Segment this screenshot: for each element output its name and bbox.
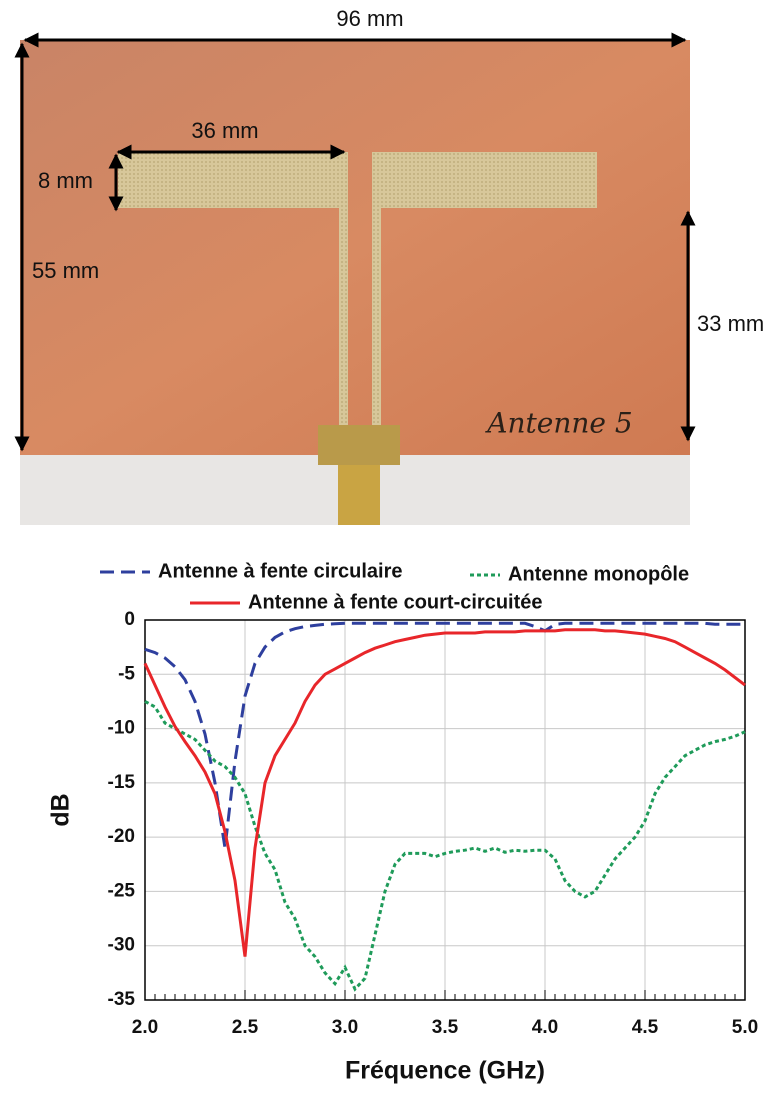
arm-left: [118, 152, 346, 208]
y-tick-label: -30: [108, 935, 135, 956]
legend-label: Antenne à fente court-circuitée: [248, 591, 543, 613]
plot-frame: [144, 619, 746, 1001]
board: [20, 40, 690, 455]
series-line: [144, 621, 745, 849]
connector-barrel: [338, 465, 380, 525]
dimension-label: 55 mm: [32, 258, 99, 283]
y-tick-label: -10: [108, 718, 135, 739]
feed-left: [339, 152, 348, 437]
y-tick-label: 0: [124, 609, 135, 630]
dimension-label: 8 mm: [38, 168, 93, 193]
x-tick-label: 5.0: [732, 1017, 758, 1038]
y-tick-label: -15: [108, 772, 136, 793]
x-tick-label: 4.0: [532, 1017, 558, 1038]
x-tick-label: 4.5: [632, 1017, 659, 1038]
legend-label: Antenne à fente circulaire: [158, 560, 403, 582]
handwriting: Antenne 5: [484, 407, 632, 440]
y-axis-label: dB: [47, 793, 75, 826]
x-tick-label: 3.5: [432, 1017, 459, 1038]
legend-label: Antenne monopôle: [508, 563, 689, 585]
dimension-label: 33 mm: [697, 311, 764, 336]
y-tick-label: -25: [108, 880, 136, 901]
photo: 96 mm 36 mm 8 mm 55 mm 33 mm Antenne 5: [14, 6, 764, 525]
x-axis-label: Fréquence (GHz): [345, 1057, 545, 1085]
x-tick-label: 2.5: [232, 1017, 259, 1038]
series-line: [143, 628, 746, 957]
series-line: [144, 700, 746, 992]
connector: [318, 425, 400, 465]
dimension-label: 96 mm: [336, 6, 403, 31]
dimension-label: 36 mm: [191, 118, 258, 143]
feed-right: [372, 152, 381, 437]
y-tick-label: -35: [108, 989, 136, 1010]
x-tick-label: 3.0: [332, 1017, 358, 1038]
arm-right: [372, 152, 597, 208]
y-tick-label: -20: [108, 826, 135, 847]
y-tick-label: -5: [118, 663, 135, 684]
x-tick-label: 2.0: [132, 1017, 158, 1038]
